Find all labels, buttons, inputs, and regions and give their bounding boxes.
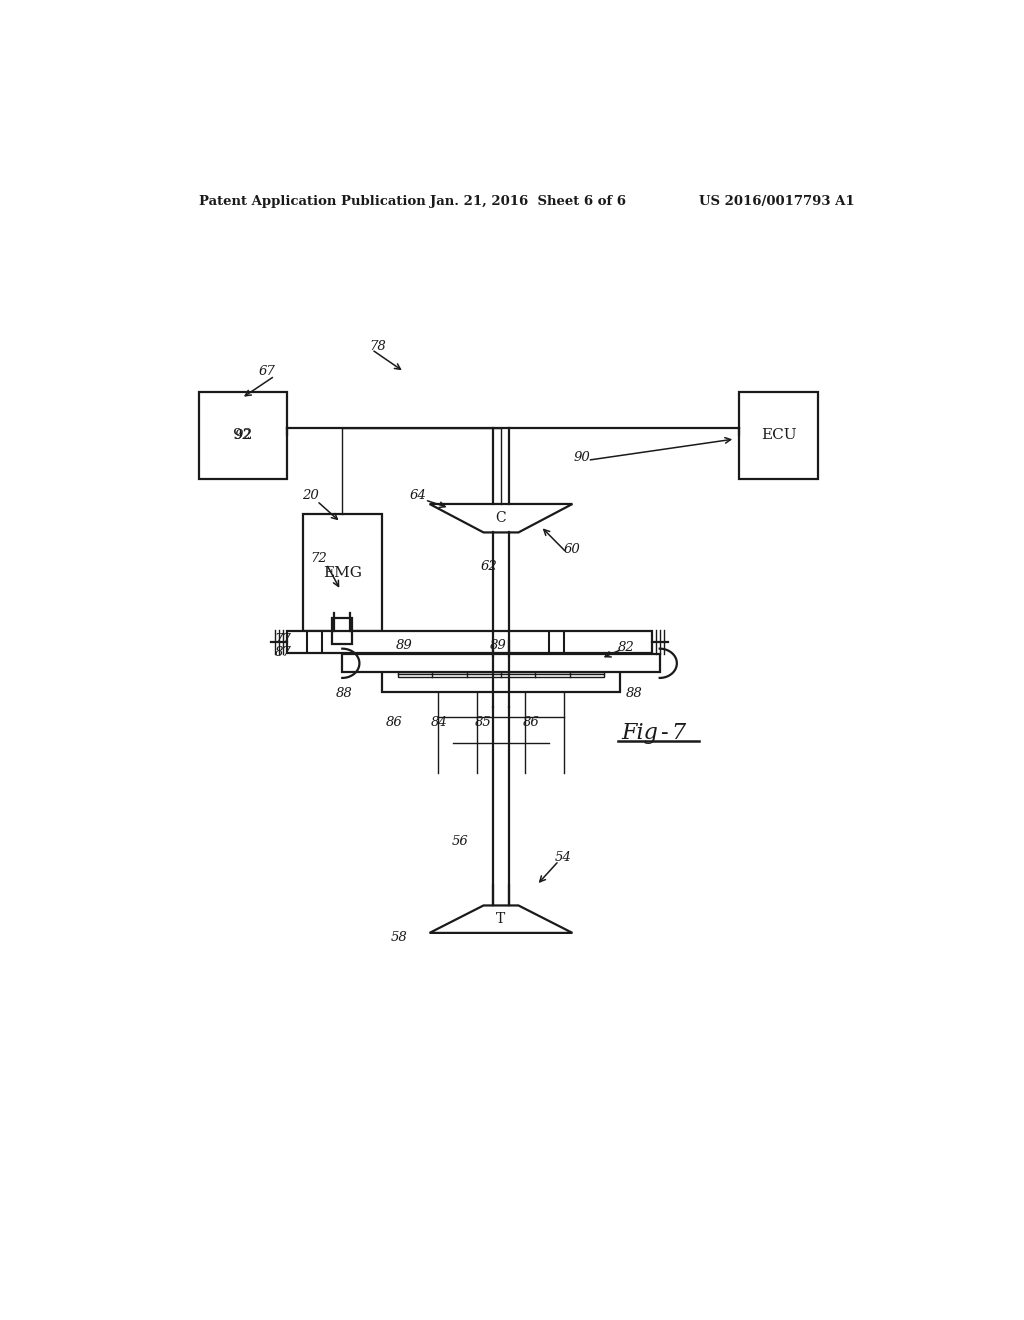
Bar — [739, 392, 818, 479]
Text: 92: 92 — [234, 429, 252, 442]
Text: 89: 89 — [396, 639, 413, 652]
Text: 89: 89 — [490, 639, 507, 652]
Polygon shape — [430, 906, 572, 933]
Text: C: C — [496, 511, 506, 525]
Text: 72: 72 — [310, 552, 327, 565]
Text: 60: 60 — [564, 544, 581, 556]
Text: 78: 78 — [370, 341, 386, 352]
Text: 54: 54 — [555, 851, 571, 865]
Text: 85: 85 — [474, 715, 492, 729]
Text: 67: 67 — [258, 366, 275, 379]
Text: T: T — [497, 912, 506, 927]
Bar — [287, 631, 652, 653]
Text: 82: 82 — [618, 640, 635, 653]
Text: 20: 20 — [302, 490, 318, 503]
Text: EMG: EMG — [323, 565, 361, 579]
Bar — [200, 392, 287, 479]
Text: US 2016/0017793 A1: US 2016/0017793 A1 — [699, 194, 855, 207]
Text: 62: 62 — [480, 561, 498, 573]
Text: 90: 90 — [573, 450, 590, 463]
Text: 64: 64 — [410, 490, 426, 503]
Text: 56: 56 — [452, 836, 468, 847]
Bar — [342, 655, 659, 672]
Text: 84: 84 — [431, 715, 447, 729]
Text: 86: 86 — [385, 715, 402, 729]
Text: Fig: Fig — [622, 722, 658, 743]
Text: Jan. 21, 2016  Sheet 6 of 6: Jan. 21, 2016 Sheet 6 of 6 — [430, 194, 626, 207]
Text: 7: 7 — [672, 722, 686, 743]
Text: 77: 77 — [274, 632, 291, 645]
Text: 88: 88 — [626, 686, 643, 700]
Text: 88: 88 — [336, 686, 352, 700]
Bar — [303, 515, 382, 631]
Polygon shape — [430, 504, 572, 532]
Text: ECU: ECU — [761, 429, 797, 442]
Text: Patent Application Publication: Patent Application Publication — [200, 194, 426, 207]
Bar — [333, 618, 352, 644]
Text: 92: 92 — [233, 429, 253, 442]
Bar — [382, 656, 620, 692]
Text: 87: 87 — [275, 645, 292, 659]
Bar — [397, 672, 604, 677]
Text: -: - — [662, 722, 669, 743]
Text: 86: 86 — [523, 715, 540, 729]
Text: 58: 58 — [391, 932, 408, 945]
